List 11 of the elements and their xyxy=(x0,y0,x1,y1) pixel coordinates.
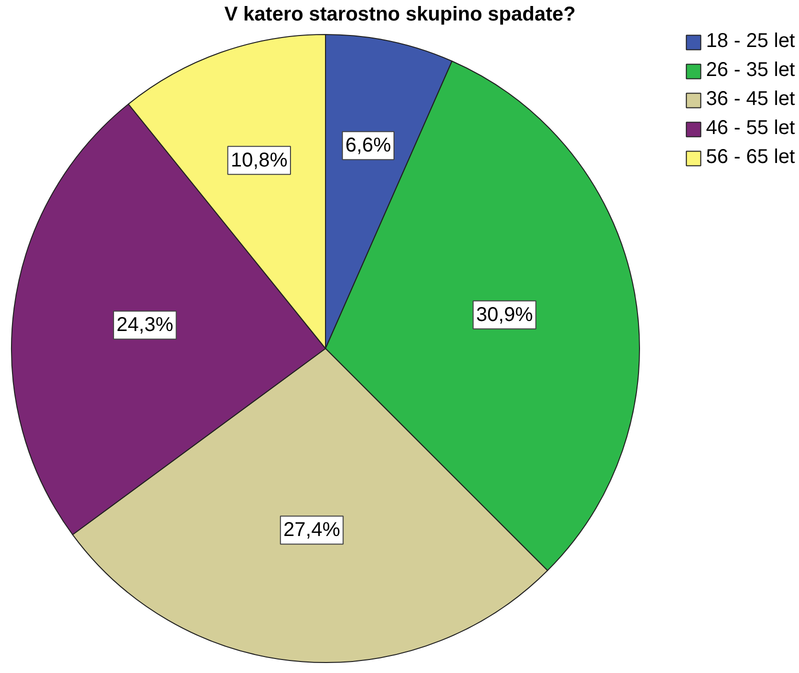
data-label: 27,4% xyxy=(283,519,340,542)
legend-label: 36 - 45 let xyxy=(706,88,795,111)
legend-label: 56 - 65 let xyxy=(706,146,795,169)
data-label: 24,3% xyxy=(116,314,174,336)
legend-label: 46 - 55 let xyxy=(706,117,795,140)
chart-title: V katero starostno skupino spadate? xyxy=(224,4,576,26)
data-label: 10,8% xyxy=(230,149,288,172)
legend-label: 26 - 35 let xyxy=(706,59,795,82)
data-label: 6,6% xyxy=(345,134,392,157)
data-label: 30,9% xyxy=(476,304,534,326)
legend-label: 18 - 25 let xyxy=(706,30,795,53)
